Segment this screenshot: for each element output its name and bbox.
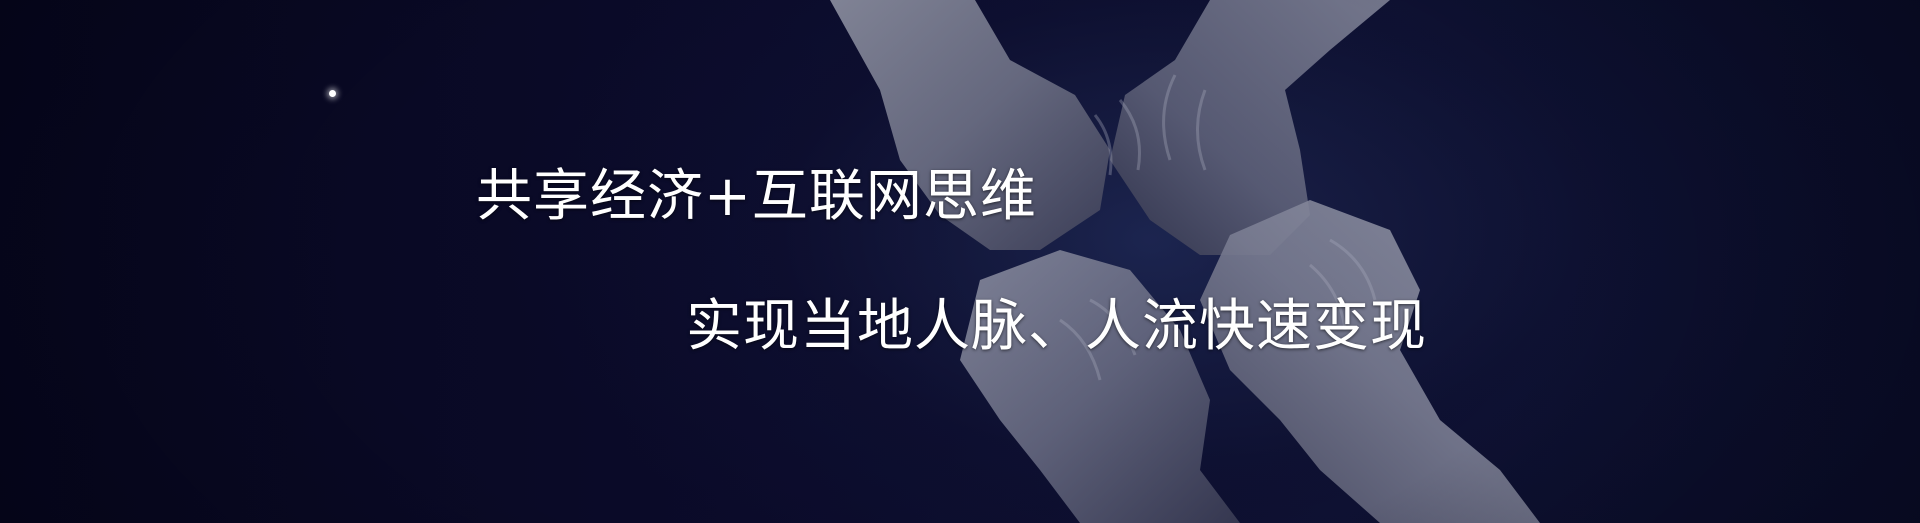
headline-shared-economy: 共享经济+互联网思维: [476, 164, 1037, 229]
star-sparkle: [329, 90, 336, 97]
headline-monetize-network: 实现当地人脉、人流快速变现: [686, 294, 1427, 359]
